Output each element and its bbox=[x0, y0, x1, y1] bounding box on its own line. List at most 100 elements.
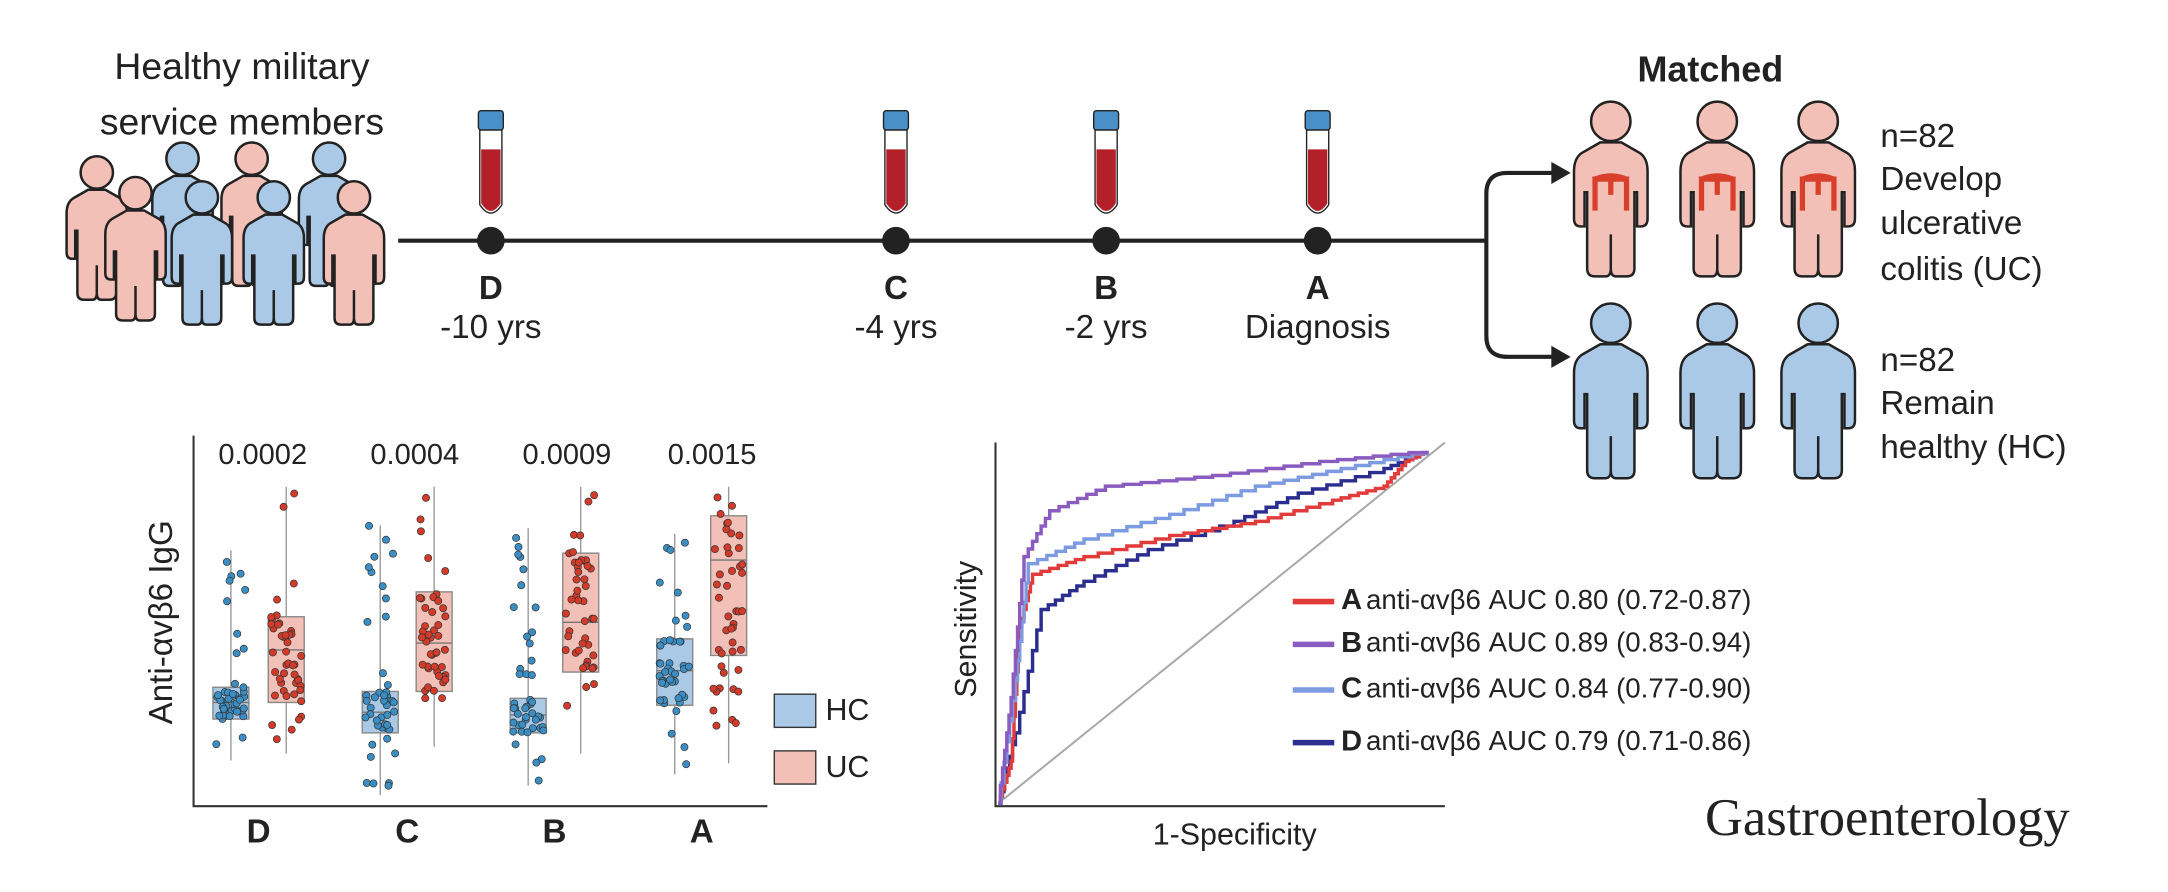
person-head bbox=[1797, 100, 1840, 143]
dot bbox=[297, 697, 306, 706]
group-letter: B bbox=[542, 814, 566, 851]
dot bbox=[429, 686, 438, 695]
dot bbox=[372, 716, 381, 725]
dot bbox=[723, 581, 731, 590]
person-head bbox=[256, 179, 292, 215]
dot bbox=[223, 597, 232, 606]
roc-curve bbox=[998, 450, 1429, 806]
dot bbox=[384, 781, 393, 790]
dot bbox=[738, 560, 747, 569]
dot bbox=[517, 581, 526, 590]
cohort-title: Healthy military bbox=[114, 45, 369, 87]
dot bbox=[581, 582, 590, 590]
dot bbox=[519, 565, 528, 574]
dot bbox=[422, 493, 430, 502]
dot bbox=[222, 557, 231, 566]
person-body bbox=[1679, 342, 1756, 480]
person-icon bbox=[1679, 302, 1756, 480]
dot bbox=[233, 629, 242, 638]
dot bbox=[290, 670, 299, 679]
dot bbox=[680, 743, 689, 752]
dot bbox=[370, 693, 379, 702]
person-head bbox=[184, 179, 220, 215]
dot bbox=[239, 644, 248, 653]
legend-letter: A bbox=[1341, 584, 1362, 616]
p-value: 0.0009 bbox=[523, 439, 612, 471]
dot bbox=[416, 527, 425, 536]
journal-name: Gastroenterology bbox=[1705, 789, 2070, 847]
dot bbox=[579, 664, 588, 673]
dot bbox=[728, 567, 736, 575]
dot bbox=[738, 607, 747, 616]
dot bbox=[416, 515, 425, 524]
split-arrow bbox=[1484, 170, 1556, 359]
dot bbox=[716, 510, 725, 518]
legend-letter: C bbox=[1341, 673, 1362, 705]
dot bbox=[275, 674, 284, 683]
dot bbox=[734, 687, 743, 696]
dot bbox=[514, 542, 523, 551]
dot bbox=[430, 662, 439, 671]
dot bbox=[280, 669, 288, 678]
person-head bbox=[1696, 302, 1739, 345]
person-body bbox=[1572, 141, 1649, 278]
dot bbox=[434, 621, 443, 630]
dot bbox=[271, 691, 279, 700]
dot bbox=[658, 678, 666, 687]
dot bbox=[297, 651, 306, 660]
dot bbox=[296, 686, 305, 694]
legend-text: anti-αvβ6 AUC 0.84 (0.77-0.90) bbox=[1366, 672, 1751, 703]
dot bbox=[241, 585, 250, 594]
dot bbox=[673, 588, 682, 597]
dot bbox=[432, 648, 441, 657]
dot bbox=[518, 720, 527, 729]
dot bbox=[362, 696, 371, 705]
dot bbox=[589, 651, 598, 660]
dot bbox=[370, 552, 379, 561]
dot bbox=[728, 647, 737, 656]
person-head bbox=[79, 155, 115, 190]
dot bbox=[574, 568, 583, 576]
dot bbox=[383, 681, 392, 689]
person-icon bbox=[1572, 100, 1649, 278]
dot bbox=[580, 617, 589, 626]
dot bbox=[441, 675, 450, 684]
dot bbox=[719, 668, 728, 677]
dot bbox=[736, 645, 745, 654]
dot bbox=[389, 698, 398, 707]
blood bbox=[1096, 149, 1116, 211]
dot bbox=[281, 631, 290, 640]
dot bbox=[441, 612, 450, 621]
dot bbox=[713, 493, 722, 502]
dot bbox=[212, 740, 221, 749]
dot bbox=[665, 636, 674, 645]
dot bbox=[514, 550, 523, 559]
dot bbox=[219, 704, 228, 713]
dot bbox=[430, 626, 438, 635]
roc-diagonal bbox=[997, 441, 1446, 805]
outcome-title: Matched bbox=[1637, 48, 1783, 89]
dot bbox=[528, 724, 537, 733]
tube-cap bbox=[1092, 110, 1120, 131]
person-body bbox=[1679, 141, 1756, 278]
outcome-text: Develop bbox=[1880, 161, 2002, 198]
dot bbox=[711, 545, 719, 554]
dot bbox=[365, 521, 373, 530]
person-icon bbox=[1679, 100, 1756, 278]
person-head bbox=[234, 141, 270, 177]
dot bbox=[378, 669, 387, 678]
dot bbox=[734, 665, 743, 674]
dot bbox=[416, 593, 424, 602]
dot bbox=[528, 709, 537, 718]
dot bbox=[225, 712, 234, 721]
dot bbox=[437, 663, 446, 672]
dot bbox=[589, 614, 598, 623]
dot bbox=[509, 727, 518, 736]
timepoint-letter: C bbox=[884, 270, 908, 307]
dot bbox=[282, 692, 291, 701]
dot bbox=[289, 579, 298, 588]
dot bbox=[523, 632, 532, 641]
p-value: 0.0004 bbox=[370, 439, 459, 471]
person-head bbox=[1589, 100, 1632, 143]
